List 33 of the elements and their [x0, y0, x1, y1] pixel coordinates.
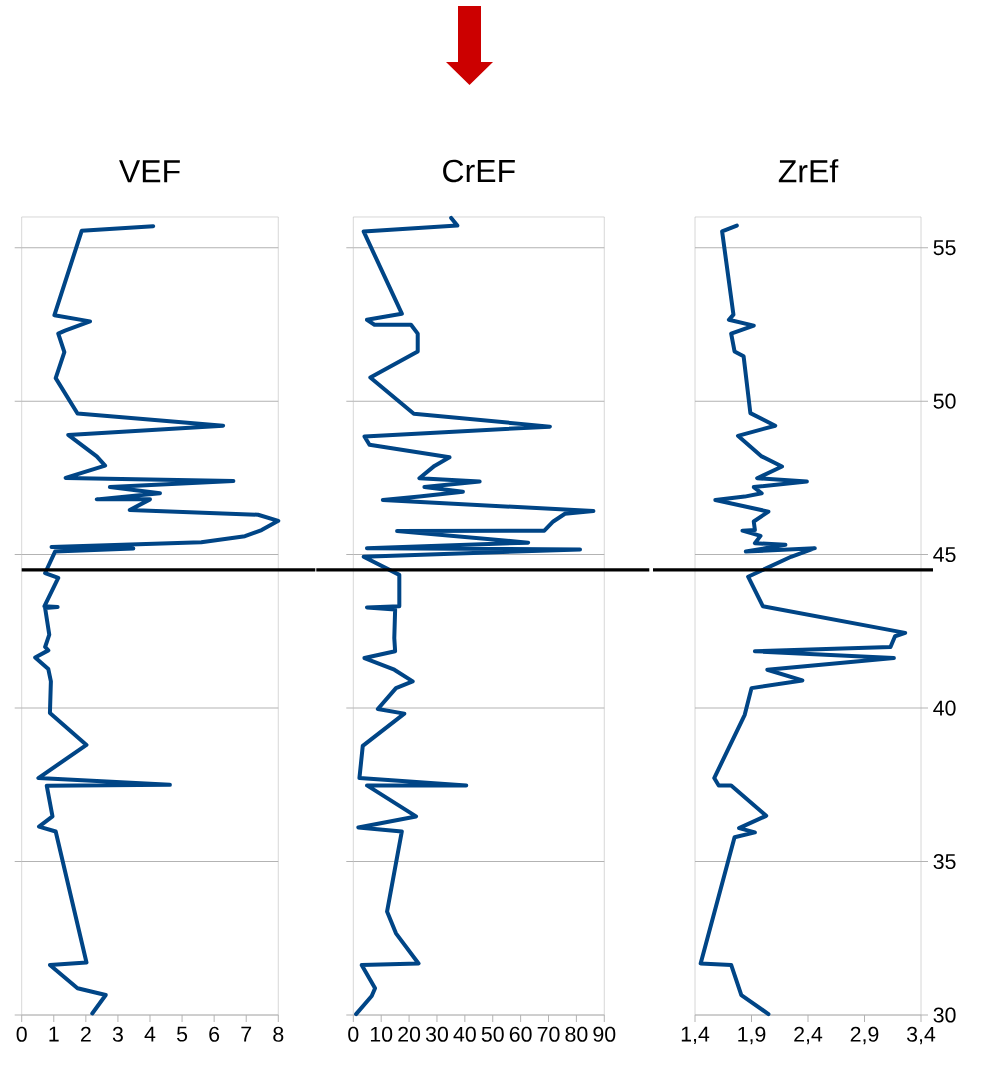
x-tick-label: 2,9	[850, 1026, 879, 1045]
x-tick-label: 0	[16, 1026, 27, 1042]
x-tick-label: 2,4	[794, 1026, 823, 1045]
x-tick-label: 1	[49, 1026, 59, 1042]
y-tick-label: 40	[933, 700, 956, 716]
x-tick-label: 3	[112, 1026, 123, 1042]
x-tick-label: 3,4	[906, 1026, 936, 1045]
x-tick-label: 4	[144, 1026, 156, 1042]
y-tick-label: 30	[933, 1007, 956, 1023]
x-tick-label: 7	[241, 1026, 252, 1042]
x-tick-label: 1,9	[738, 1026, 766, 1045]
chart-title: ZrEf	[778, 159, 839, 183]
x-tick-label: 20	[398, 1026, 421, 1042]
chart-title: VEF	[119, 160, 180, 183]
y-tick-label: 50	[933, 393, 956, 409]
chart-title: CrEF	[443, 159, 515, 183]
x-tick-label: 5	[177, 1026, 188, 1042]
x-tick-label: 40	[453, 1026, 476, 1042]
y-tick-label: 45	[933, 547, 956, 563]
x-tick-label: 6	[209, 1026, 220, 1042]
x-tick-label: 8	[273, 1026, 284, 1042]
x-tick-label: 1,4	[681, 1026, 710, 1045]
x-tick-label: 60	[509, 1026, 532, 1042]
y-tick-label: 35	[933, 853, 956, 870]
x-tick-label: 90	[593, 1026, 616, 1042]
y-tick-label: 55	[933, 240, 956, 256]
x-tick-label: 80	[565, 1026, 588, 1042]
x-tick-label: 0	[348, 1026, 359, 1042]
x-tick-label: 50	[481, 1026, 504, 1042]
x-tick-label: 70	[537, 1026, 560, 1042]
x-tick-label: 10	[370, 1026, 393, 1042]
x-tick-label: 30	[425, 1026, 448, 1042]
x-tick-label: 2	[80, 1026, 91, 1042]
